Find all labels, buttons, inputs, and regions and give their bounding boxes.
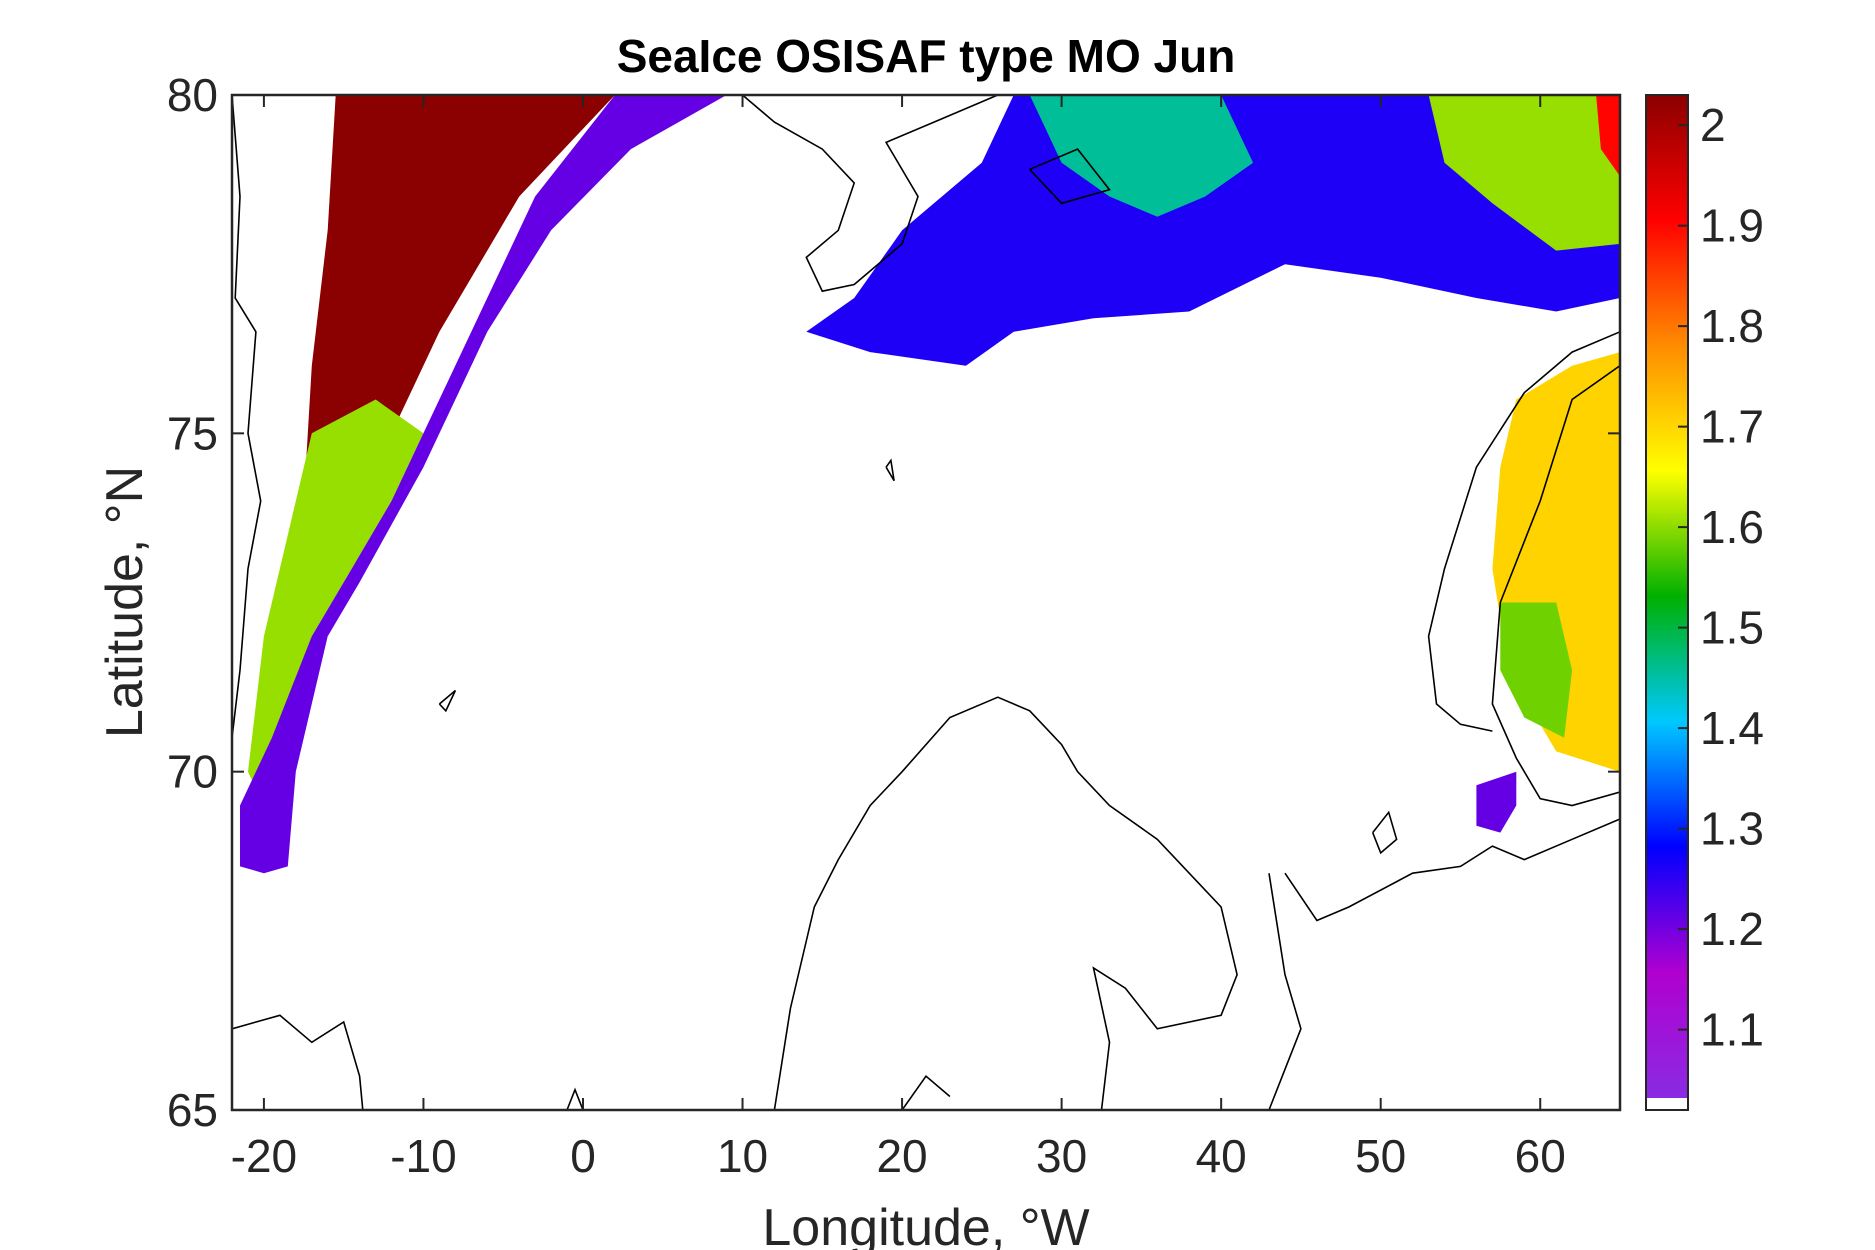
coastline-6 <box>438 689 457 713</box>
ice-region-3 <box>806 95 1620 366</box>
x-tick-label: 0 <box>570 1130 596 1182</box>
colorbar-tick-label: 1.7 <box>1700 401 1764 453</box>
x-axis-label: Longitude, °W <box>762 1199 1089 1250</box>
coastline-4 <box>1029 148 1111 205</box>
coastline-13 <box>1491 365 1620 807</box>
x-tick-label: 40 <box>1196 1130 1247 1182</box>
y-tick-label: 70 <box>167 746 218 798</box>
coastline-9 <box>1268 873 1302 1110</box>
ice-region-2 <box>240 95 727 874</box>
colorbar-gradient <box>1646 95 1688 1110</box>
ice-region-5 <box>1428 95 1620 251</box>
ice-region-6 <box>1596 95 1620 177</box>
coastline-8 <box>901 1075 951 1110</box>
coastline-12 <box>1427 331 1620 732</box>
coastline-10 <box>1284 818 1620 922</box>
ice-region-1 <box>248 399 424 806</box>
ice-region-9 <box>1476 771 1517 833</box>
y-tick-label: 65 <box>167 1084 218 1136</box>
x-tick-label: -10 <box>390 1130 456 1182</box>
y-axis-ticks: 65 70 75 80 <box>167 69 1620 1136</box>
colorbar-tick-label: 1.6 <box>1700 501 1764 553</box>
x-axis-ticks: -20 -10 0 10 20 30 40 50 60 <box>231 95 1566 1182</box>
colorbar-tick-label: 1.8 <box>1700 300 1764 352</box>
colorbar-frame <box>1645 94 1689 1111</box>
ice-region-0 <box>303 95 615 603</box>
y-tick-label: 80 <box>167 69 218 121</box>
ice-region-4 <box>1029 95 1254 217</box>
colorbar-tick-label: 1.9 <box>1700 200 1764 252</box>
colorbar-tick-label: 1.5 <box>1700 602 1764 654</box>
colorbar-tick-label: 1.3 <box>1700 803 1764 855</box>
coastline-7 <box>773 696 1238 1110</box>
coastlines <box>232 95 1620 1110</box>
coastline-0 <box>232 95 262 738</box>
colorbar-tick-label: 1.1 <box>1700 1004 1764 1056</box>
x-tick-label: 50 <box>1355 1130 1406 1182</box>
x-tick-label: 60 <box>1515 1130 1566 1182</box>
colorbar: 1.1 1.2 1.3 1.4 1.5 1.6 1.7 1.8 1.9 2 <box>1645 94 1764 1111</box>
x-tick-label: 30 <box>1036 1130 1087 1182</box>
coastline-1 <box>232 1014 364 1110</box>
coastline-3 <box>741 95 999 293</box>
colorbar-tick-label: 1.4 <box>1700 702 1764 754</box>
colorbar-tick-label: 2 <box>1700 99 1726 151</box>
plot-frame <box>230 93 1622 1112</box>
chart-title: SeaIce OSISAF type MO Jun <box>617 30 1236 82</box>
colorbar-tick-label: 1.2 <box>1700 903 1764 955</box>
x-tick-label: 20 <box>876 1130 927 1182</box>
coastline-5 <box>885 458 895 482</box>
y-axis-label: Latitude, °N <box>96 466 154 738</box>
ice-regions <box>240 95 1620 874</box>
x-tick-label: -20 <box>231 1130 297 1182</box>
coastline-2 <box>566 1087 584 1110</box>
y-tick-label: 75 <box>167 407 218 459</box>
ice-region-8 <box>1500 602 1573 738</box>
coastline-11 <box>1371 810 1398 855</box>
x-tick-label: 10 <box>717 1130 768 1182</box>
